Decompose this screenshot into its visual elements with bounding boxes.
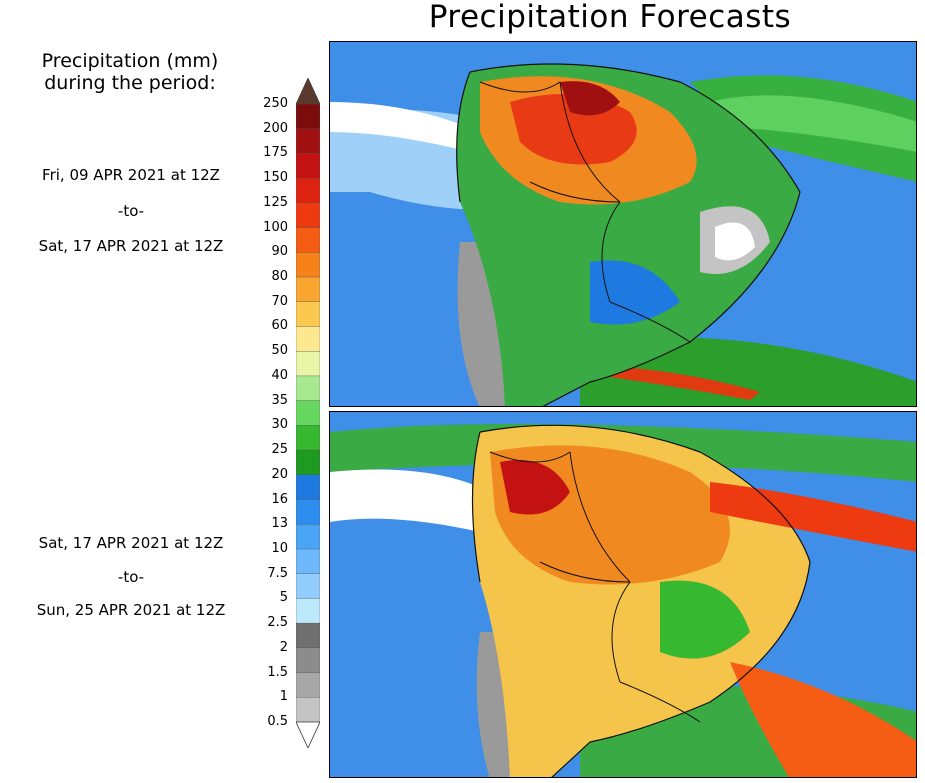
northeast-dry-core — [715, 222, 755, 261]
color-scale-bar — [296, 78, 320, 748]
scale-tick-label: 1.5 — [267, 664, 288, 680]
scale-color-segment — [296, 128, 320, 154]
scale-tick-label: 60 — [271, 318, 288, 334]
scale-tick-label: 150 — [263, 170, 288, 186]
scale-tick-label: 13 — [271, 516, 288, 532]
scale-color-segment — [296, 177, 320, 204]
scale-color-segment — [296, 375, 320, 402]
scale-color-segment — [296, 524, 320, 550]
scale-tick-label: 20 — [271, 466, 288, 482]
scale-tick-label: 25 — [271, 442, 288, 458]
scale-tick-label: 125 — [263, 194, 288, 210]
scale-color-segment — [296, 351, 320, 377]
scale-tick-label: 80 — [271, 269, 288, 285]
period-2-end: Sun, 25 APR 2021 at 12Z — [36, 601, 226, 619]
period-2-separator: -to- — [117, 568, 145, 586]
scale-tick-label: 7.5 — [267, 565, 288, 581]
period-1-separator: -to- — [117, 202, 145, 220]
scale-tick-label: 16 — [271, 491, 288, 507]
scale-color-segment — [296, 499, 320, 525]
scale-color-segment — [296, 400, 320, 426]
scale-color-segment — [296, 449, 320, 476]
period-1-start: Fri, 09 APR 2021 at 12Z — [42, 166, 220, 184]
scale-color-segment — [296, 252, 320, 278]
scale-tick-label: 35 — [271, 392, 288, 408]
scale-bottom-arrow — [296, 721, 320, 748]
scale-tick-label: 250 — [263, 96, 288, 111]
rain-south-brazil — [590, 260, 680, 325]
period-1-end: Sat, 17 APR 2021 at 12Z — [38, 237, 224, 255]
scale-tick-label: 30 — [271, 417, 288, 433]
scale-tick-label: 200 — [263, 120, 288, 136]
forecast-map-period-1 — [329, 41, 917, 407]
country-borders — [479, 81, 691, 343]
period-2-start: Sat, 17 APR 2021 at 12Z — [38, 534, 224, 552]
scale-color-segment — [296, 153, 320, 179]
rain-andes-north-max — [500, 460, 570, 515]
scale-tick-label: 70 — [271, 293, 288, 309]
scale-color-segment — [296, 548, 320, 575]
scale-tick-label: 0.5 — [267, 714, 288, 729]
coastline — [456, 63, 801, 406]
rain-venezuela-max — [560, 81, 620, 116]
scale-color-segment — [296, 647, 320, 674]
scale-color-segment — [296, 301, 320, 327]
scale-tick-label: 40 — [271, 367, 288, 383]
rain-band-atlantic-dense — [710, 95, 916, 152]
scale-tick-label: 1 — [279, 689, 288, 705]
coast-dry-zone — [330, 102, 480, 152]
scale-color-segment — [296, 573, 320, 599]
legend-heading-line1: Precipitation (mm) — [41, 50, 219, 72]
scale-color-segment — [296, 103, 320, 130]
scale-tick-label: 175 — [263, 145, 288, 161]
scale-color-segment — [296, 425, 320, 451]
coastline — [471, 424, 811, 777]
rain-band-front — [610, 367, 760, 400]
country-borders — [489, 451, 701, 723]
scale-tick-label: 10 — [271, 540, 288, 556]
pacific-dry-zone — [330, 469, 490, 532]
scale-tick-label: 2.5 — [267, 615, 288, 631]
scale-top-arrow — [296, 78, 320, 105]
scale-color-segment — [296, 276, 320, 303]
rain-south-atlantic-heavy — [730, 662, 916, 777]
forecast-map-period-2 — [329, 411, 917, 778]
scale-color-segment — [296, 598, 320, 624]
scale-color-segment — [296, 227, 320, 253]
rain-brazil-coast-band — [710, 482, 916, 552]
legend-heading: Precipitation (mm) during the period: — [14, 50, 246, 94]
scale-tick-label: 50 — [271, 343, 288, 359]
scale-color-segment — [296, 697, 320, 723]
scale-color-segment — [296, 672, 320, 698]
page-title: Precipitation Forecasts — [428, 0, 792, 35]
scale-tick-label: 90 — [271, 244, 288, 260]
scale-color-segment — [296, 622, 320, 649]
scale-color-segment — [296, 202, 320, 229]
rain-central-brazil-moderate — [660, 580, 750, 659]
scale-tick-label: 100 — [263, 219, 288, 235]
scale-tick-label: 5 — [279, 590, 288, 606]
scale-color-segment — [296, 326, 320, 352]
scale-tick-label: 2 — [279, 639, 288, 655]
legend-heading-line2: during the period: — [44, 72, 216, 94]
scale-color-segment — [296, 474, 320, 501]
